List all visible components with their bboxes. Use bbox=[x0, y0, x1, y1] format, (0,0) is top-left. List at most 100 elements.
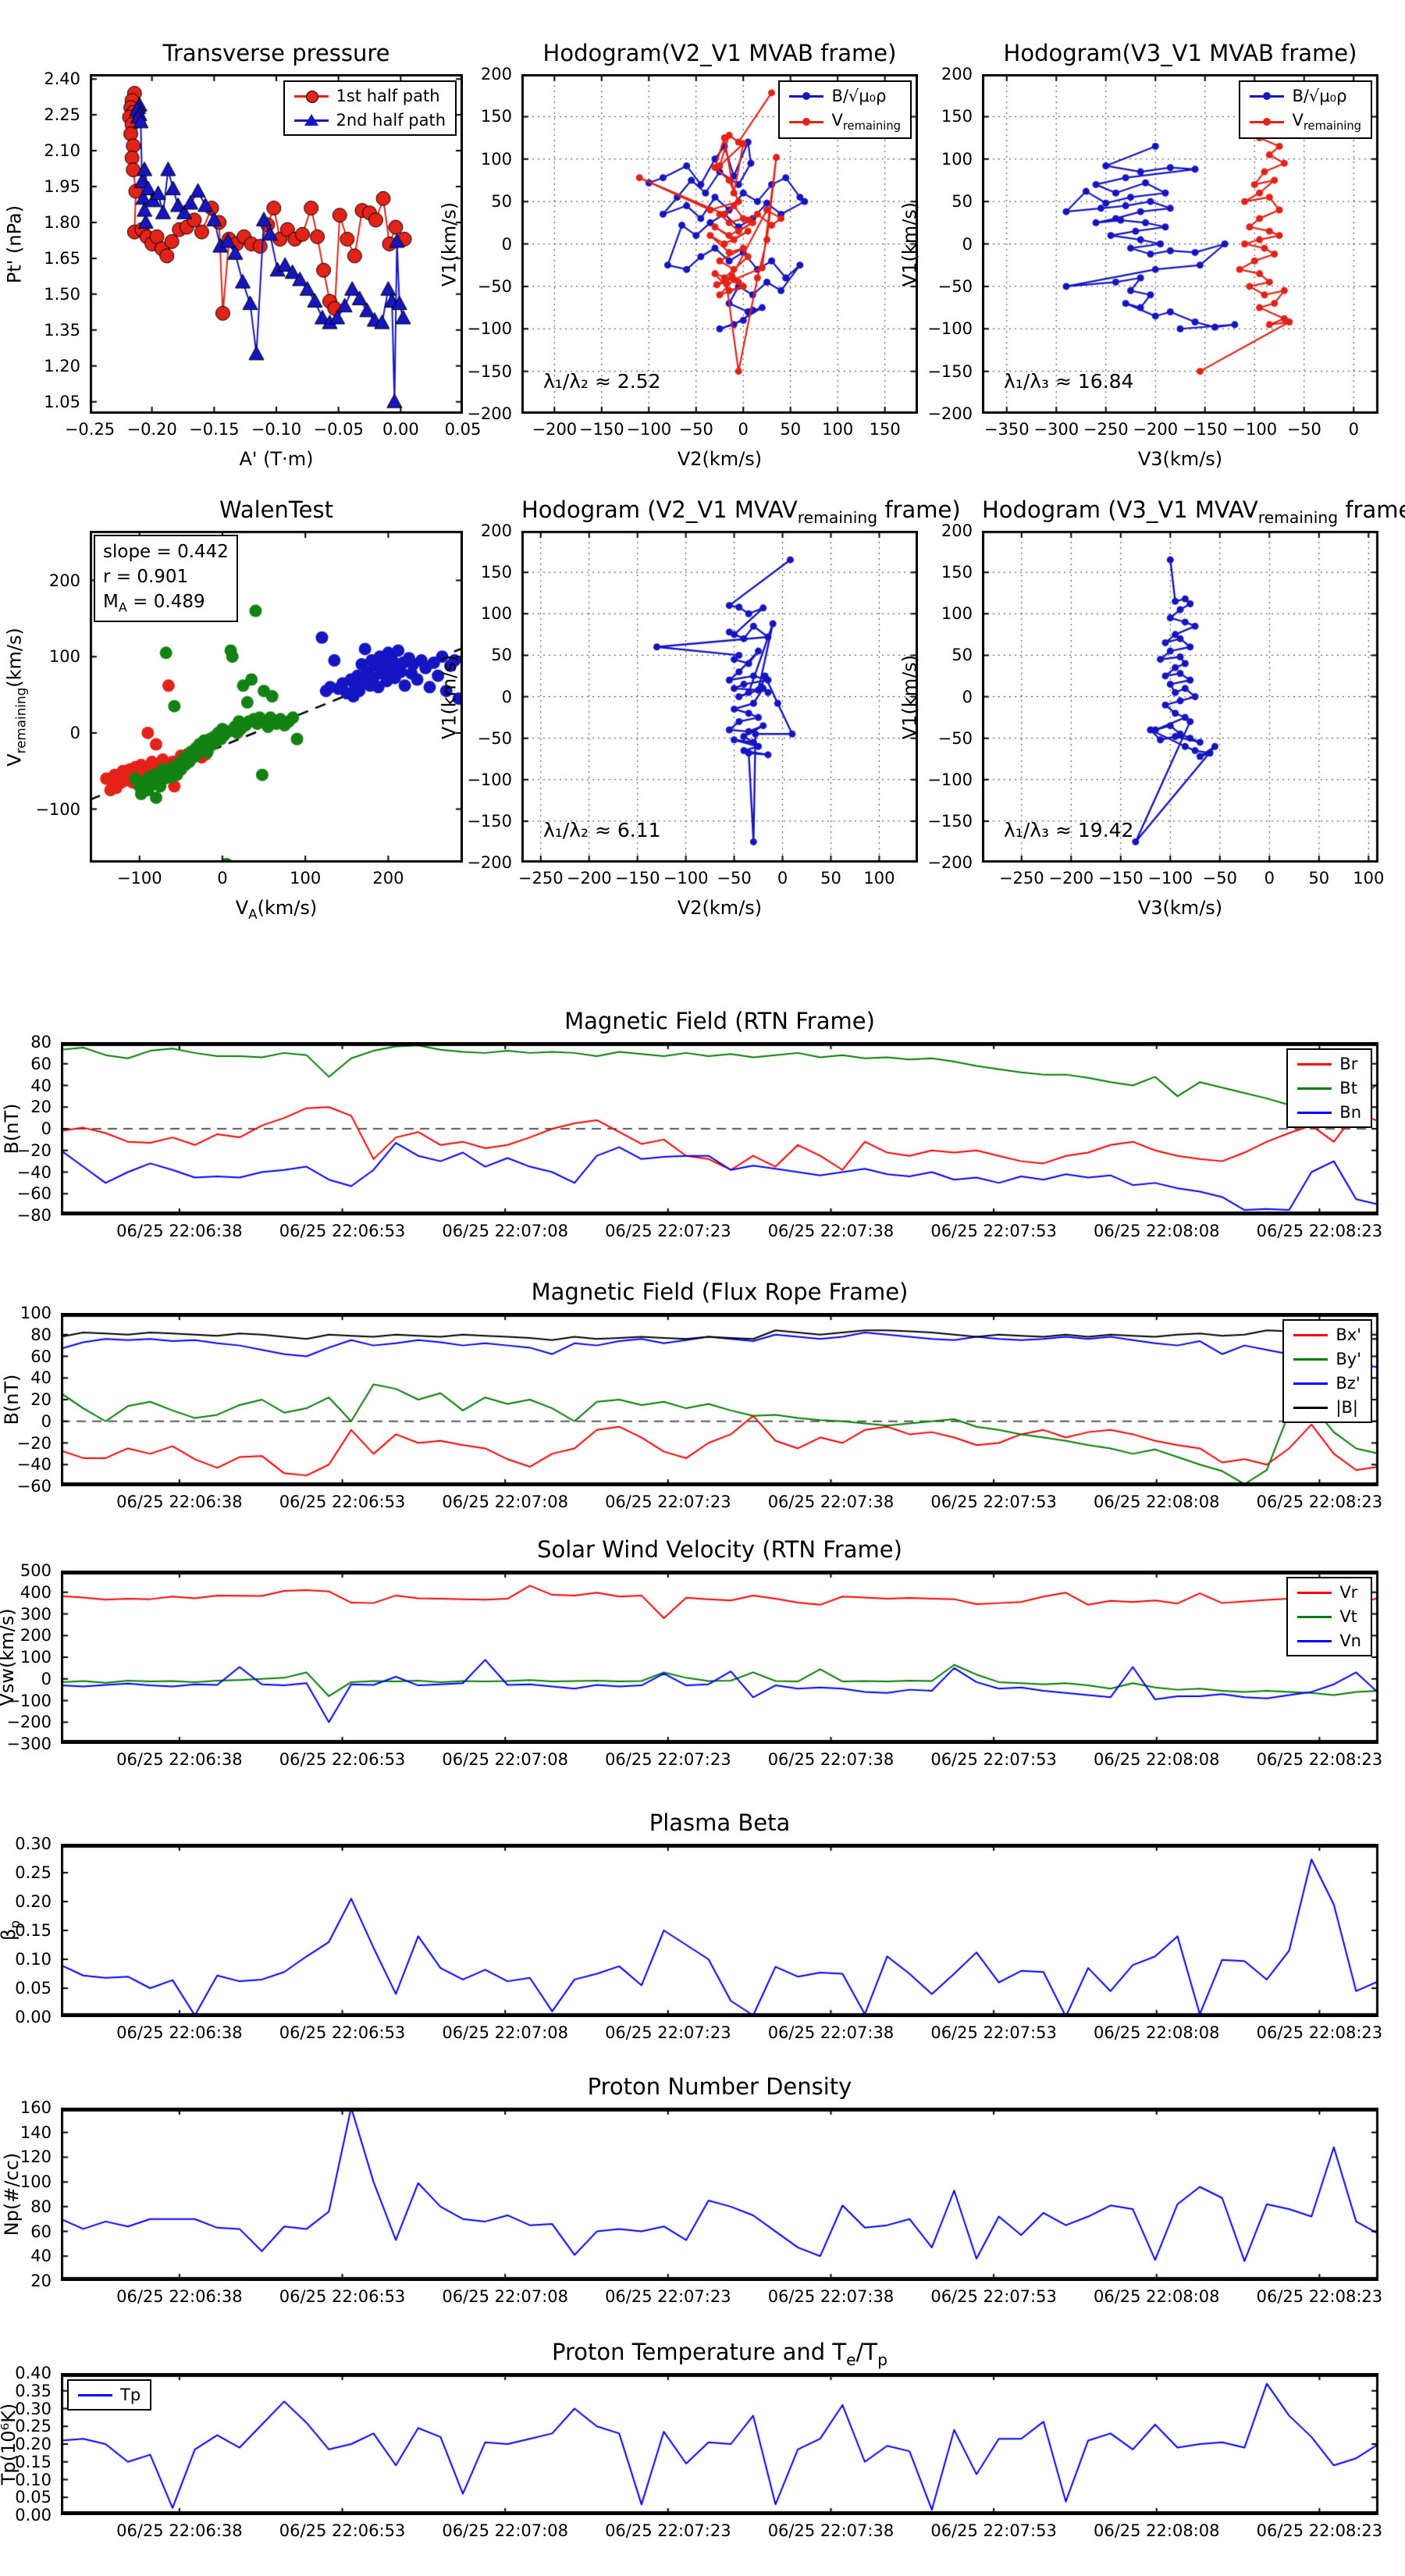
plasma-beta-ytick: 0.20 bbox=[15, 1892, 52, 1911]
legend-label: By' bbox=[1336, 1350, 1361, 1368]
hodogram-v3v1-mvav-ytick: −100 bbox=[927, 770, 973, 789]
proton-number-density-xtick: 06/25 22:07:23 bbox=[605, 2287, 731, 2306]
walen-test-title: WalenTest bbox=[219, 496, 333, 523]
solar-wind-velocity-ytick: 400 bbox=[20, 1582, 52, 1602]
hodogram-v3v1-mvav-ytick: 50 bbox=[951, 646, 973, 665]
hodogram-v2v1-mvav-ytick: −150 bbox=[467, 811, 512, 831]
transverse-pressure-xtick: 0.05 bbox=[444, 420, 482, 439]
plasma-beta-xtick: 06/25 22:07:38 bbox=[767, 2023, 895, 2042]
hodogram-v3v1-mvav-ytick: 200 bbox=[941, 521, 973, 540]
legend-entry: B/√μ₀ρ bbox=[1250, 87, 1361, 105]
magnetic-field-rtn-ytick: 80 bbox=[30, 1033, 52, 1051]
legend-label: Tp bbox=[120, 2386, 141, 2404]
magnetic-field-flux-rope-legend: Bx' By' Bz' |B| bbox=[1282, 1319, 1372, 1423]
walen-test-xlabel: VA(km/s) bbox=[235, 897, 318, 922]
magnetic-field-flux-rope-ytick: −20 bbox=[16, 1433, 52, 1453]
legend-label: Bn bbox=[1339, 1103, 1361, 1122]
legend-line-sample bbox=[293, 90, 329, 103]
plasma-beta-xtick: 06/25 22:07:23 bbox=[605, 2023, 731, 2042]
legend-label: 2nd half path bbox=[336, 111, 446, 130]
hodogram-v2v1-mvab-xtick: 0 bbox=[738, 420, 749, 439]
legend-entry: Tp bbox=[78, 2386, 140, 2404]
hodogram-v2v1-mvav-ytick: −50 bbox=[477, 728, 512, 748]
proton-temperature-xtick: 06/25 22:07:38 bbox=[767, 2521, 895, 2540]
transverse-pressure-xlabel: A' (T·m) bbox=[239, 448, 314, 470]
magnetic-field-flux-rope-ytick: 60 bbox=[30, 1347, 52, 1366]
magnetic-field-rtn-plot-area bbox=[61, 1042, 1378, 1215]
hodogram-v3v1-mvab-ytick: 200 bbox=[941, 65, 973, 84]
solar-wind-velocity-xtick: 06/25 22:07:23 bbox=[605, 1750, 731, 1769]
hodogram-v2v1-mvab-ytick: −100 bbox=[467, 319, 512, 339]
hodogram-v2v1-mvab-xtick: −150 bbox=[578, 420, 624, 439]
solar-wind-velocity-plot-area bbox=[61, 1571, 1378, 1744]
magnetic-field-flux-rope-xtick: 06/25 22:06:53 bbox=[279, 1493, 406, 1511]
solar-wind-velocity-xtick: 06/25 22:07:53 bbox=[930, 1750, 1057, 1769]
legend-line-sample bbox=[1297, 1586, 1332, 1599]
legend-entry: |B| bbox=[1293, 1398, 1361, 1417]
legend-entry: Vn bbox=[1297, 1631, 1361, 1650]
legend-label: Vremaining bbox=[1292, 111, 1361, 133]
hodogram-v2v1-mvav-ytick: −100 bbox=[467, 770, 512, 789]
plasma-beta-ytick: 0.00 bbox=[15, 2008, 52, 2026]
solar-wind-velocity-ytick: 100 bbox=[20, 1648, 52, 1667]
walen-test-ytick: 0 bbox=[69, 723, 80, 742]
hodogram-v3v1-mvav-ytick: 0 bbox=[962, 687, 973, 706]
magnetic-field-rtn-title: Magnetic Field (RTN Frame) bbox=[564, 1008, 875, 1034]
magnetic-field-rtn-xtick: 06/25 22:06:53 bbox=[279, 1222, 406, 1240]
hodogram-v3v1-mvab-ytick: −200 bbox=[927, 404, 973, 423]
legend-label: Br bbox=[1339, 1055, 1358, 1073]
proton-temperature-legend: Tp bbox=[67, 2379, 152, 2411]
hodogram-v3v1-mvav-xtick: 50 bbox=[1308, 869, 1330, 888]
hodogram-v3v1-mvab-xtick: 0 bbox=[1348, 420, 1359, 439]
hodogram-v2v1-mvav-annotation: λ₁/λ₂ ≈ 6.11 bbox=[543, 819, 661, 841]
hodogram-v3v1-mvab-ytick: −150 bbox=[927, 361, 973, 381]
hodogram-v2v1-mvav-xlabel: V2(km/s) bbox=[677, 897, 763, 919]
proton-number-density-title: Proton Number Density bbox=[587, 2073, 852, 2100]
hodogram-v3v1-mvav-xtick: −200 bbox=[1048, 869, 1094, 888]
hodogram-v2v1-mvab-title: Hodogram(V2_V1 MVAB frame) bbox=[542, 40, 897, 66]
hodogram-v3v1-mvav-annotation: λ₁/λ₃ ≈ 19.42 bbox=[1004, 819, 1134, 841]
proton-temperature-xtick: 06/25 22:08:23 bbox=[1256, 2521, 1383, 2540]
hodogram-v2v1-mvav-xtick: −150 bbox=[614, 869, 660, 888]
proton-temperature-ytick: 0.05 bbox=[15, 2488, 52, 2507]
hodogram-v2v1-mvab-xtick: 150 bbox=[869, 420, 901, 439]
transverse-pressure-ytick: 1.80 bbox=[44, 212, 80, 232]
hodogram-v3v1-mvav-ytick: 150 bbox=[941, 563, 973, 582]
transverse-pressure-ytick: 2.40 bbox=[44, 69, 80, 89]
hodogram-v2v1-mvav-ytick: 200 bbox=[480, 521, 512, 540]
solar-wind-velocity-legend: Vr Vt Vn bbox=[1286, 1577, 1372, 1656]
proton-temperature-xtick: 06/25 22:07:08 bbox=[442, 2521, 568, 2540]
transverse-pressure-legend: 1st half path 2nd half path bbox=[283, 80, 457, 136]
hodogram-v3v1-mvab-xtick: −150 bbox=[1182, 420, 1228, 439]
hodogram-v3v1-mvav-xtick: 0 bbox=[1264, 869, 1275, 888]
legend-label: 1st half path bbox=[336, 87, 440, 105]
hodogram-v2v1-mvab-ytick: 50 bbox=[491, 192, 512, 212]
hodogram-v2v1-mvav-xtick: 50 bbox=[820, 869, 841, 888]
solar-wind-velocity-ytick: −200 bbox=[6, 1713, 52, 1732]
proton-temperature-ytick: 0.10 bbox=[15, 2470, 52, 2489]
magnetic-field-flux-rope-xtick: 06/25 22:07:08 bbox=[442, 1493, 568, 1511]
magnetic-field-rtn-ytick: −40 bbox=[16, 1162, 52, 1182]
solar-wind-velocity-ytick: 500 bbox=[20, 1561, 52, 1580]
proton-temperature-ytick: 0.00 bbox=[15, 2506, 52, 2524]
hodogram-v3v1-mvav-ytick: 100 bbox=[941, 604, 973, 624]
solar-wind-velocity-xtick: 06/25 22:08:23 bbox=[1256, 1750, 1383, 1769]
transverse-pressure-ytick: 1.50 bbox=[44, 284, 80, 304]
walen-test-xtick: 200 bbox=[372, 869, 404, 888]
hodogram-v2v1-mvav-xtick: −50 bbox=[717, 869, 752, 888]
plasma-beta-plot-area bbox=[61, 1844, 1378, 2017]
magnetic-field-rtn-legend: Br Bt Bn bbox=[1286, 1048, 1372, 1128]
proton-temperature-plot-area bbox=[61, 2373, 1378, 2515]
hodogram-v2v1-mvab-ytick: 0 bbox=[501, 234, 512, 254]
hodogram-v2v1-mvav-ytick: 100 bbox=[480, 604, 512, 624]
hodogram-v2v1-mvab-annotation: λ₁/λ₂ ≈ 2.52 bbox=[543, 370, 661, 393]
magnetic-field-flux-rope-ytick: 0 bbox=[41, 1411, 52, 1431]
solar-wind-velocity-xtick: 06/25 22:06:38 bbox=[116, 1750, 243, 1769]
hodogram-v3v1-mvab-ytick: 100 bbox=[941, 149, 973, 169]
solar-wind-velocity-xtick: 06/25 22:06:53 bbox=[279, 1750, 406, 1769]
magnetic-field-rtn-ytick: 20 bbox=[30, 1098, 52, 1117]
hodogram-v2v1-mvab-ytick: 200 bbox=[480, 65, 512, 84]
proton-temperature-ytick: 0.25 bbox=[15, 2417, 52, 2436]
walen-test-xtick: 0 bbox=[217, 869, 228, 888]
